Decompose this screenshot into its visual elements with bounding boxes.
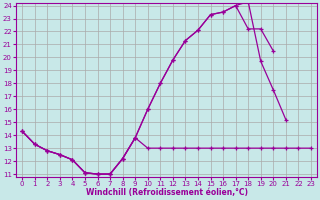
- X-axis label: Windchill (Refroidissement éolien,°C): Windchill (Refroidissement éolien,°C): [85, 188, 248, 197]
